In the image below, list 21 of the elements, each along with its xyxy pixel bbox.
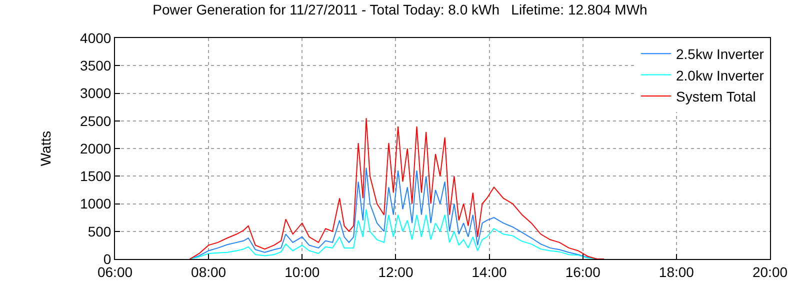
y-tick-label: 3500 — [80, 58, 112, 74]
y-tick-label: 1000 — [80, 196, 112, 212]
y-axis-title: Watts — [38, 130, 54, 166]
y-tick-label: 2000 — [80, 140, 112, 156]
y-tick-label: 4000 — [80, 30, 112, 46]
x-tick-label: 10:00 — [284, 264, 320, 280]
chart-title: Power Generation for 11/27/2011 - Total Today: 8.0 kWh Lifetime: 12.804 MWh — [152, 1, 648, 18]
y-tick-label: 500 — [88, 223, 112, 240]
y-tick-label: 1500 — [80, 168, 112, 184]
legend-label: 2.5kw Inverter — [676, 46, 764, 62]
x-tick-label: 14:00 — [472, 264, 508, 280]
line-series — [189, 118, 604, 259]
x-tick-label: 20:00 — [752, 264, 788, 280]
x-tick-label: 16:00 — [565, 264, 601, 280]
legend-label: 2.0kw Inverter — [676, 67, 764, 84]
x-tick-label: 08:00 — [191, 264, 226, 280]
y-tick-label: 3000 — [80, 85, 112, 102]
x-tick-label: 12:00 — [378, 264, 414, 280]
legend-label: System Total — [676, 88, 756, 104]
x-tick-label: 18:00 — [658, 264, 694, 280]
y-tick-label: 2500 — [80, 112, 112, 129]
